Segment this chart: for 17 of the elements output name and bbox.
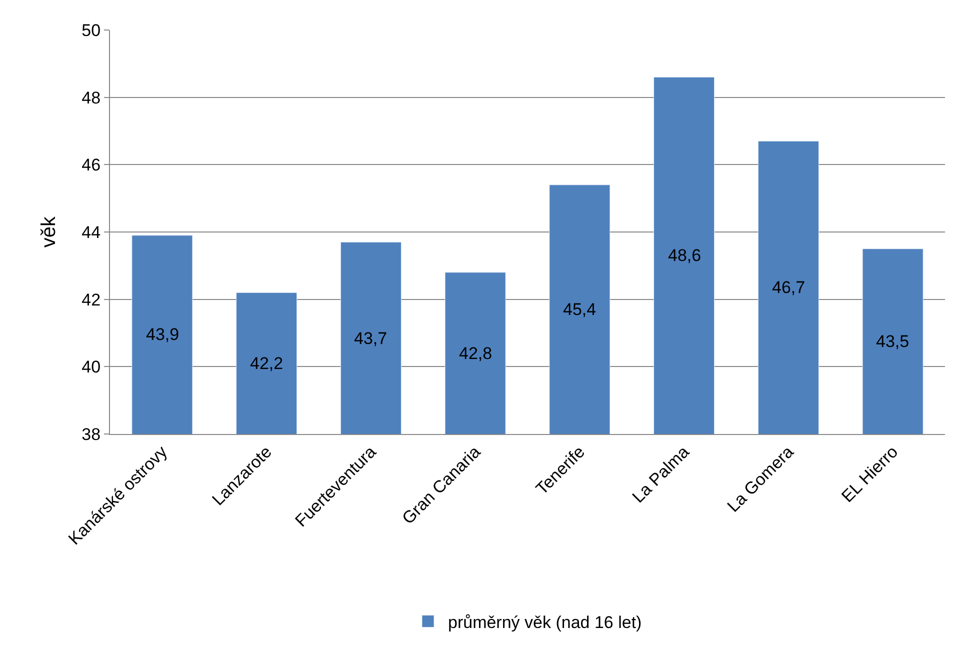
y-tick-label: 38 bbox=[82, 424, 101, 444]
data-label: 43,5 bbox=[876, 332, 910, 351]
data-label: 43,9 bbox=[146, 325, 180, 344]
data-label: 48,6 bbox=[668, 246, 702, 265]
y-tick-label: 46 bbox=[82, 156, 101, 175]
y-tick-label: 40 bbox=[82, 358, 101, 377]
legend-label: průměrný věk (nad 16 let) bbox=[448, 612, 642, 632]
y-tick-label: 50 bbox=[82, 20, 101, 40]
data-label: 42,2 bbox=[250, 354, 284, 373]
data-label: 43,7 bbox=[354, 329, 388, 348]
y-tick-label: 42 bbox=[82, 290, 101, 310]
y-axis-title: věk bbox=[38, 215, 60, 248]
y-tick-label: 48 bbox=[82, 88, 101, 108]
data-label: 45,4 bbox=[563, 300, 596, 319]
data-label: 46,7 bbox=[772, 278, 806, 297]
data-label: 42,8 bbox=[459, 344, 492, 363]
y-tick-label: 44 bbox=[82, 222, 101, 242]
